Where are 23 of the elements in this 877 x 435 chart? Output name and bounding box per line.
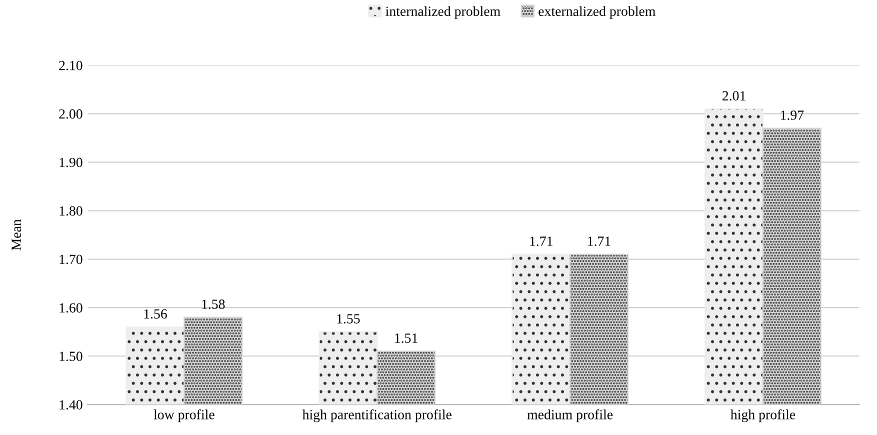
data-label: 1.71 xyxy=(588,236,610,246)
x-tick-label: medium profile xyxy=(527,409,613,422)
data-label: 1.58 xyxy=(202,300,225,309)
y-tick-label: 1.40 xyxy=(60,400,82,410)
y-tick-label: 1.90 xyxy=(60,158,82,168)
x-tick-label: low profile xyxy=(154,409,214,422)
y-axis-title: Mean xyxy=(12,219,21,250)
data-label: 1.55 xyxy=(337,314,360,324)
x-tick-label: high parentification profile xyxy=(302,409,452,422)
legend-label: externalized problem xyxy=(538,6,656,19)
legend-label: internalized problem xyxy=(386,6,500,19)
x-tick-label: high profile xyxy=(730,409,796,422)
data-label: 1.51 xyxy=(395,334,418,343)
y-tick-label: 2.10 xyxy=(59,60,82,70)
y-tick-label: 2.00 xyxy=(59,109,82,119)
data-label: 1.97 xyxy=(781,110,804,120)
y-tick-label: 1.80 xyxy=(60,206,82,216)
data-label: 2.01 xyxy=(722,91,746,101)
y-tick-label: 1.60 xyxy=(60,303,82,313)
data-label: 1.71 xyxy=(530,236,552,246)
data-label: 1.56 xyxy=(144,309,167,319)
y-tick-label: 1.50 xyxy=(60,352,82,362)
y-tick-label: 1.70 xyxy=(60,254,82,264)
